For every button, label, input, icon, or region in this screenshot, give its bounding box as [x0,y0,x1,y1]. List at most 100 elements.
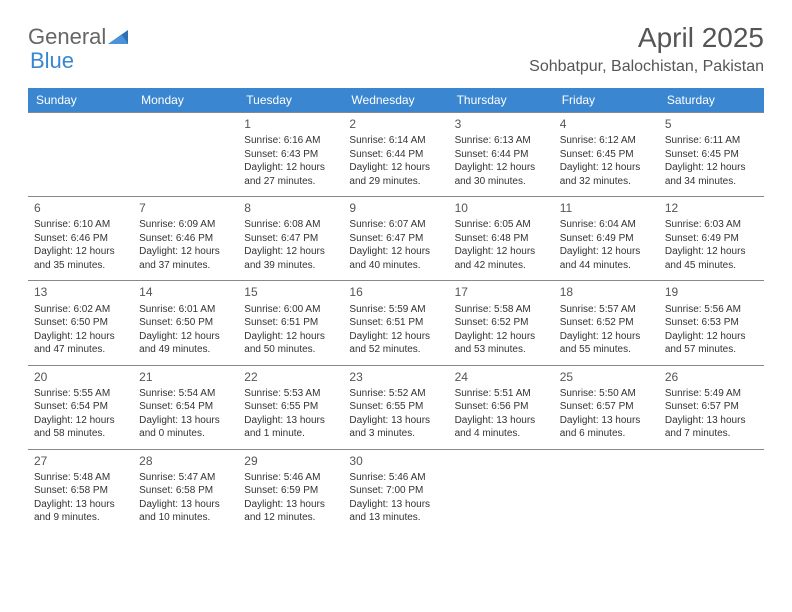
day-number: 7 [139,200,232,216]
sunrise-text: Sunrise: 6:05 AM [455,218,548,232]
day-number: 20 [34,369,127,385]
day-number: 23 [349,369,442,385]
day-cell: 1Sunrise: 6:16 AMSunset: 6:43 PMDaylight… [238,113,343,196]
sunset-text: Sunset: 6:58 PM [34,484,127,498]
daylight-text: Daylight: 12 hours and 30 minutes. [455,161,548,188]
day-cell: 8Sunrise: 6:08 AMSunset: 6:47 PMDaylight… [238,197,343,280]
daylight-text: Daylight: 13 hours and 7 minutes. [665,414,758,441]
week-row: 6Sunrise: 6:10 AMSunset: 6:46 PMDaylight… [28,196,764,280]
daylight-text: Daylight: 13 hours and 12 minutes. [244,498,337,525]
day-cell: 22Sunrise: 5:53 AMSunset: 6:55 PMDayligh… [238,366,343,449]
day-cell: 19Sunrise: 5:56 AMSunset: 6:53 PMDayligh… [659,281,764,364]
sunset-text: Sunset: 6:46 PM [34,232,127,246]
day-cell: 9Sunrise: 6:07 AMSunset: 6:47 PMDaylight… [343,197,448,280]
daylight-text: Daylight: 12 hours and 53 minutes. [455,330,548,357]
day-number: 13 [34,284,127,300]
sunrise-text: Sunrise: 5:54 AM [139,387,232,401]
day-cell: 7Sunrise: 6:09 AMSunset: 6:46 PMDaylight… [133,197,238,280]
daylight-text: Daylight: 12 hours and 47 minutes. [34,330,127,357]
logo: General [28,24,130,50]
day-cell [133,113,238,196]
day-number: 1 [244,116,337,132]
daylight-text: Daylight: 12 hours and 49 minutes. [139,330,232,357]
daylight-text: Daylight: 12 hours and 44 minutes. [560,245,653,272]
sunset-text: Sunset: 6:49 PM [665,232,758,246]
day-cell: 24Sunrise: 5:51 AMSunset: 6:56 PMDayligh… [449,366,554,449]
day-cell: 16Sunrise: 5:59 AMSunset: 6:51 PMDayligh… [343,281,448,364]
page-header: General April 2025 Sohbatpur, Balochista… [28,24,764,76]
day-cell [28,113,133,196]
day-cell: 2Sunrise: 6:14 AMSunset: 6:44 PMDaylight… [343,113,448,196]
sunset-text: Sunset: 6:54 PM [34,400,127,414]
sunrise-text: Sunrise: 6:03 AM [665,218,758,232]
calendar-grid: Sunday Monday Tuesday Wednesday Thursday… [28,88,764,533]
daylight-text: Daylight: 12 hours and 42 minutes. [455,245,548,272]
daylight-text: Daylight: 12 hours and 35 minutes. [34,245,127,272]
day-number: 9 [349,200,442,216]
daylight-text: Daylight: 13 hours and 1 minute. [244,414,337,441]
day-number: 5 [665,116,758,132]
day-cell: 23Sunrise: 5:52 AMSunset: 6:55 PMDayligh… [343,366,448,449]
day-cell: 21Sunrise: 5:54 AMSunset: 6:54 PMDayligh… [133,366,238,449]
sunset-text: Sunset: 6:50 PM [34,316,127,330]
sunrise-text: Sunrise: 5:50 AM [560,387,653,401]
day-number: 18 [560,284,653,300]
sunrise-text: Sunrise: 5:56 AM [665,303,758,317]
sunrise-text: Sunrise: 6:16 AM [244,134,337,148]
day-cell: 18Sunrise: 5:57 AMSunset: 6:52 PMDayligh… [554,281,659,364]
week-row: 27Sunrise: 5:48 AMSunset: 6:58 PMDayligh… [28,449,764,533]
daylight-text: Daylight: 12 hours and 32 minutes. [560,161,653,188]
day-cell: 30Sunrise: 5:46 AMSunset: 7:00 PMDayligh… [343,450,448,533]
sunset-text: Sunset: 6:51 PM [244,316,337,330]
daylight-text: Daylight: 13 hours and 9 minutes. [34,498,127,525]
day-header-wednesday: Wednesday [343,88,448,112]
day-number: 12 [665,200,758,216]
sunset-text: Sunset: 6:53 PM [665,316,758,330]
sunrise-text: Sunrise: 6:09 AM [139,218,232,232]
day-number: 26 [665,369,758,385]
day-cell: 10Sunrise: 6:05 AMSunset: 6:48 PMDayligh… [449,197,554,280]
sunset-text: Sunset: 6:46 PM [139,232,232,246]
logo-text-2: Blue [30,48,74,74]
daylight-text: Daylight: 13 hours and 4 minutes. [455,414,548,441]
day-cell: 13Sunrise: 6:02 AMSunset: 6:50 PMDayligh… [28,281,133,364]
location-text: Sohbatpur, Balochistan, Pakistan [529,58,764,76]
logo-text-1: General [28,24,106,50]
sunrise-text: Sunrise: 5:49 AM [665,387,758,401]
sunset-text: Sunset: 6:47 PM [244,232,337,246]
sunset-text: Sunset: 6:51 PM [349,316,442,330]
day-number: 17 [455,284,548,300]
day-cell: 26Sunrise: 5:49 AMSunset: 6:57 PMDayligh… [659,366,764,449]
sunrise-text: Sunrise: 6:08 AM [244,218,337,232]
logo-line2: Blue [30,48,74,74]
sunset-text: Sunset: 6:44 PM [349,148,442,162]
day-cell [554,450,659,533]
daylight-text: Daylight: 12 hours and 52 minutes. [349,330,442,357]
day-number: 11 [560,200,653,216]
day-header-tuesday: Tuesday [238,88,343,112]
daylight-text: Daylight: 13 hours and 3 minutes. [349,414,442,441]
day-cell: 28Sunrise: 5:47 AMSunset: 6:58 PMDayligh… [133,450,238,533]
sunset-text: Sunset: 6:59 PM [244,484,337,498]
day-cell: 11Sunrise: 6:04 AMSunset: 6:49 PMDayligh… [554,197,659,280]
week-row: 1Sunrise: 6:16 AMSunset: 6:43 PMDaylight… [28,112,764,196]
day-number: 15 [244,284,337,300]
day-cell: 15Sunrise: 6:00 AMSunset: 6:51 PMDayligh… [238,281,343,364]
sunrise-text: Sunrise: 5:47 AM [139,471,232,485]
day-number: 3 [455,116,548,132]
sunrise-text: Sunrise: 5:58 AM [455,303,548,317]
sunrise-text: Sunrise: 5:46 AM [244,471,337,485]
daylight-text: Daylight: 12 hours and 40 minutes. [349,245,442,272]
sunset-text: Sunset: 6:50 PM [139,316,232,330]
sunrise-text: Sunrise: 6:01 AM [139,303,232,317]
title-block: April 2025 Sohbatpur, Balochistan, Pakis… [529,24,764,76]
day-header-friday: Friday [554,88,659,112]
sunrise-text: Sunrise: 6:14 AM [349,134,442,148]
daylight-text: Daylight: 13 hours and 6 minutes. [560,414,653,441]
sunset-text: Sunset: 6:48 PM [455,232,548,246]
day-number: 16 [349,284,442,300]
sunrise-text: Sunrise: 6:04 AM [560,218,653,232]
day-number: 29 [244,453,337,469]
daylight-text: Daylight: 12 hours and 50 minutes. [244,330,337,357]
week-row: 13Sunrise: 6:02 AMSunset: 6:50 PMDayligh… [28,280,764,364]
